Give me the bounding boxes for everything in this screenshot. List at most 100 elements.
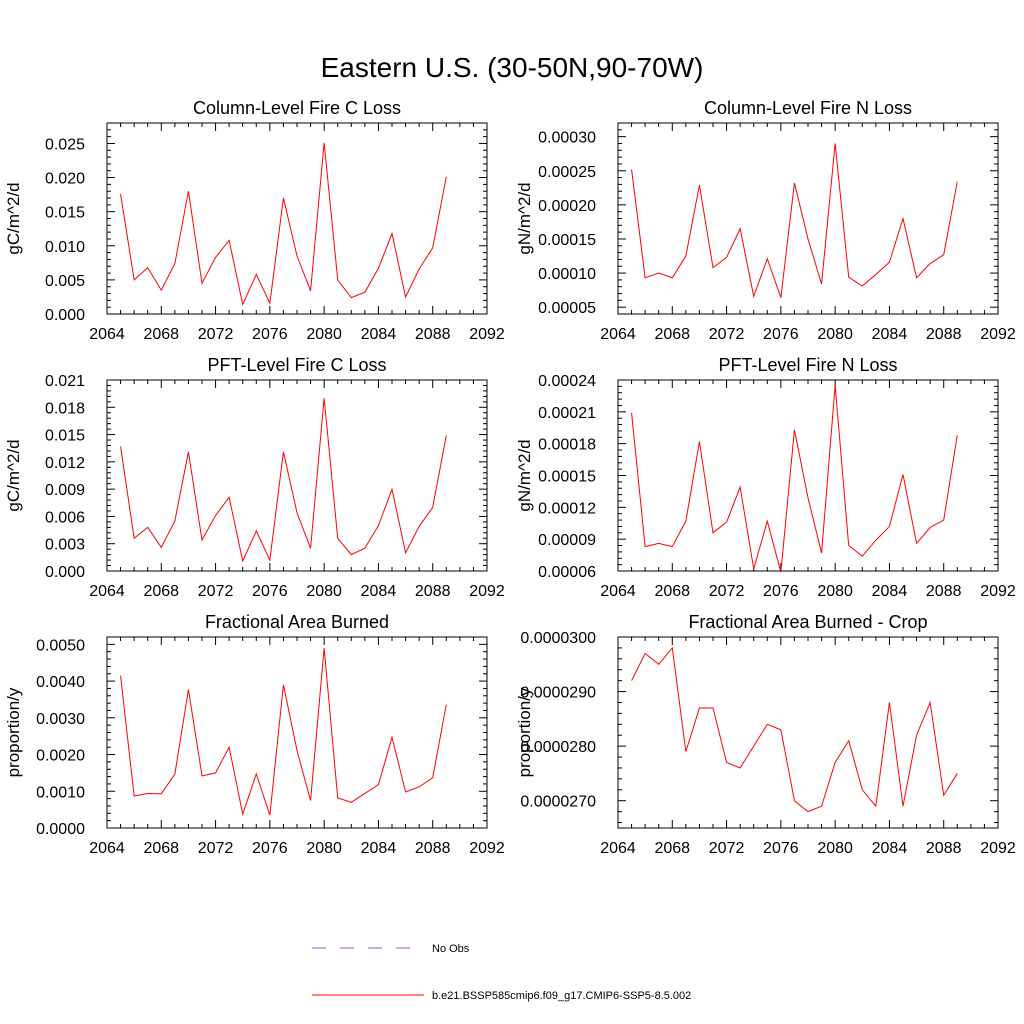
x-tick-label: 2092 [980, 326, 1016, 343]
y-tick-label: 0.000 [45, 564, 85, 581]
y-tick-label: 0.010 [45, 239, 85, 256]
x-tick-label: 2080 [306, 326, 342, 343]
x-tick-label: 2076 [252, 326, 288, 343]
x-tick-label: 2076 [763, 840, 799, 857]
y-tick-label: 0.006 [45, 509, 85, 526]
y-tick-label: 0.003 [45, 537, 85, 554]
x-tick-label: 2084 [872, 840, 908, 857]
y-tick-label: 0.0000 [36, 821, 85, 838]
y-tick-label: 0.00006 [538, 564, 596, 581]
x-tick-label: 2088 [926, 840, 962, 857]
x-tick-label: 2068 [654, 583, 690, 600]
chart-panel: PFT-Level Fire C Loss 2064 2068 2072 2076 208… [4, 355, 505, 600]
y-axis-label: gN/m^2/d [515, 182, 534, 254]
y-tick-label: 0.0000290 [520, 685, 596, 702]
y-tick-label: 0.00021 [538, 405, 596, 422]
y-tick-label: 0.018 [45, 400, 85, 417]
x-tick-label: 2092 [980, 840, 1016, 857]
y-tick-label: 0.00025 [538, 164, 596, 181]
x-tick-label: 2064 [600, 840, 636, 857]
x-tick-label: 2068 [654, 840, 690, 857]
panel-title: Column-Level Fire C Loss [193, 98, 401, 118]
y-tick-label: 0.021 [45, 373, 85, 390]
y-tick-label: 0.0000300 [520, 630, 596, 647]
x-tick-label: 2080 [306, 840, 342, 857]
x-tick-label: 2068 [143, 326, 179, 343]
x-tick-label: 2072 [198, 326, 234, 343]
y-tick-label: 0.00009 [538, 532, 596, 549]
x-tick-label: 2076 [252, 840, 288, 857]
x-tick-label: 2068 [654, 326, 690, 343]
chart-panel: Fractional Area Burned 2064 2068 2072 2076 20… [4, 612, 505, 857]
series-line [120, 142, 447, 307]
legend-label: No Obs [432, 943, 470, 955]
x-tick-label: 2084 [872, 326, 908, 343]
y-tick-label: 0.00015 [538, 232, 596, 249]
y-tick-label: 0.00015 [538, 469, 596, 486]
x-tick-label: 2088 [415, 583, 451, 600]
y-tick-label: 0.015 [45, 205, 85, 222]
series-line [120, 398, 447, 563]
series-line [120, 647, 447, 816]
y-tick-label: 0.00012 [538, 500, 596, 517]
x-tick-label: 2088 [926, 326, 962, 343]
x-tick-label: 2084 [361, 840, 397, 857]
chart-panel: PFT-Level Fire N Loss 2064 2068 2072 2076 208… [515, 355, 1016, 600]
y-tick-label: 0.00005 [538, 300, 596, 317]
y-axis-label: proportion/y [4, 687, 23, 777]
x-tick-label: 2076 [252, 583, 288, 600]
panel-title: Fractional Area Burned [205, 612, 389, 632]
panel-title: Column-Level Fire N Loss [704, 98, 912, 118]
x-tick-label: 2084 [872, 583, 908, 600]
x-tick-label: 2092 [469, 840, 505, 857]
y-tick-label: 0.0020 [36, 748, 85, 765]
y-tick-label: 0.0000270 [520, 794, 596, 811]
y-tick-label: 0.00020 [538, 198, 596, 215]
x-tick-label: 2072 [198, 840, 234, 857]
x-tick-label: 2080 [817, 583, 853, 600]
x-tick-label: 2072 [198, 583, 234, 600]
plot-frame [617, 122, 999, 315]
x-tick-label: 2084 [361, 326, 397, 343]
y-tick-label: 0.0000280 [520, 739, 596, 756]
x-tick-label: 2088 [926, 583, 962, 600]
y-axis-label: gC/m^2/d [4, 439, 23, 511]
y-tick-label: 0.025 [45, 136, 85, 153]
x-tick-label: 2092 [980, 583, 1016, 600]
chart-panel: Column-Level Fire N Loss 2064 2068 2072 2076… [515, 98, 1016, 343]
y-tick-label: 0.00018 [538, 437, 596, 454]
x-tick-label: 2064 [600, 583, 636, 600]
x-tick-label: 2080 [306, 583, 342, 600]
panel-title: PFT-Level Fire C Loss [207, 355, 386, 375]
x-tick-label: 2072 [709, 583, 745, 600]
x-tick-label: 2064 [89, 326, 125, 343]
panel-title: PFT-Level Fire N Loss [718, 355, 897, 375]
y-tick-label: 0.0050 [36, 637, 85, 654]
y-tick-label: 0.005 [45, 273, 85, 290]
series-line [631, 646, 958, 813]
y-tick-label: 0.012 [45, 455, 85, 472]
chart-panel: Column-Level Fire C Loss 2064 2068 2072 2076… [4, 98, 505, 343]
x-tick-label: 2064 [89, 840, 125, 857]
y-tick-label: 0.00010 [538, 266, 596, 283]
legend: No Obs b.e21.BSSP585cmip6.f09_g17.CMIP6-S… [312, 943, 691, 1002]
y-axis-label: gN/m^2/d [515, 439, 534, 511]
y-tick-label: 0.009 [45, 482, 85, 499]
x-tick-label: 2068 [143, 583, 179, 600]
x-tick-label: 2080 [817, 326, 853, 343]
figure-title: Eastern U.S. (30-50N,90-70W) [321, 52, 704, 83]
y-tick-label: 0.0040 [36, 674, 85, 691]
x-tick-label: 2068 [143, 840, 179, 857]
x-tick-label: 2088 [415, 840, 451, 857]
x-tick-label: 2084 [361, 583, 397, 600]
x-tick-label: 2088 [415, 326, 451, 343]
panel-title: Fractional Area Burned - Crop [688, 612, 927, 632]
x-tick-label: 2092 [469, 583, 505, 600]
y-tick-label: 0.020 [45, 171, 85, 188]
y-tick-label: 0.0030 [36, 711, 85, 728]
y-axis-label: proportion/y [515, 687, 534, 777]
plot-frame [106, 636, 488, 829]
series-line [631, 143, 958, 299]
legend-label: b.e21.BSSP585cmip6.f09_g17.CMIP6-SSP5-8.… [432, 990, 691, 1002]
